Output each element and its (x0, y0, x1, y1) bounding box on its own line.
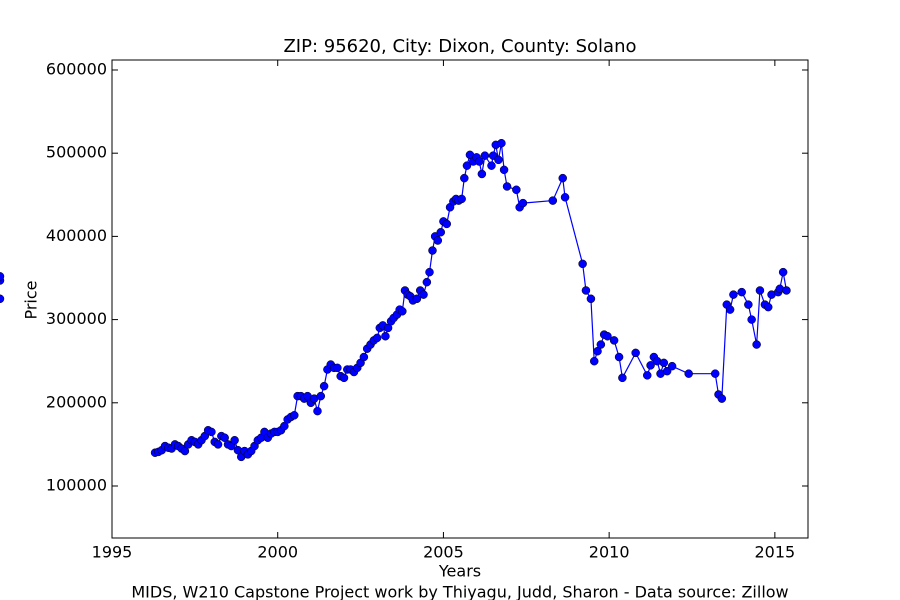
data-point (603, 331, 612, 341)
data-point (614, 352, 624, 362)
data-point (442, 219, 451, 229)
data-point (548, 196, 558, 205)
x-tick-label: 1995 (92, 543, 133, 562)
data-point (518, 198, 528, 208)
data-point (398, 307, 407, 316)
data-point (480, 151, 490, 160)
chart-title: ZIP: 95620, City: Dixon, County: Solano (283, 36, 636, 57)
data-point (512, 185, 521, 195)
data-point (659, 358, 669, 368)
data-point (422, 277, 432, 287)
data-point (372, 333, 382, 343)
data-point (474, 157, 484, 166)
y-axis-label: Price (22, 280, 41, 319)
data-point (381, 331, 390, 341)
x-tick-label: 2000 (257, 543, 298, 562)
data-point (560, 193, 570, 202)
data-point (0, 294, 5, 304)
data-point (499, 165, 509, 175)
data-point (290, 411, 299, 420)
y-tick-label: 500000 (46, 143, 107, 162)
data-point (589, 356, 599, 366)
data-point (433, 236, 443, 245)
data-point (460, 173, 469, 183)
data-point (618, 373, 627, 383)
data-point (581, 286, 591, 295)
data-point (763, 302, 773, 312)
data-point (747, 315, 756, 324)
data-point (684, 369, 693, 378)
data-point (436, 227, 446, 237)
data-point (643, 371, 652, 380)
data-point (333, 363, 342, 373)
data-point (0, 272, 5, 281)
data-point (425, 267, 434, 277)
y-tick-label: 600000 (46, 59, 107, 78)
data-point (428, 246, 437, 255)
data-point (646, 361, 655, 370)
data-point (494, 155, 503, 165)
series-line (154, 143, 788, 459)
data-point (755, 286, 765, 295)
data-point (578, 259, 587, 269)
data-point (778, 267, 788, 277)
data-point (729, 290, 738, 299)
footer: MIDS, W210 Capstone Project work by Thiy… (131, 583, 788, 600)
data-point (316, 391, 326, 401)
data-point (319, 381, 329, 391)
data-point (725, 305, 735, 314)
x-tick-label: 2010 (589, 543, 630, 562)
data-point (710, 369, 720, 378)
data-point (359, 352, 369, 362)
data-point (667, 361, 677, 371)
data-point (477, 169, 487, 179)
y-tick-label: 300000 (46, 309, 107, 328)
x-axis-label: Years (438, 562, 481, 581)
data-point (586, 294, 596, 304)
data-point (207, 427, 216, 437)
data-point (737, 287, 746, 297)
y-tick-label: 200000 (46, 392, 107, 411)
data-point (497, 138, 506, 148)
x-tick-label: 2005 (423, 543, 464, 562)
data-point (462, 161, 472, 170)
data-point (558, 173, 567, 183)
y-tick-label: 400000 (46, 226, 107, 245)
data-point (339, 373, 349, 383)
data-point (502, 182, 512, 191)
y-tick-label: 100000 (46, 475, 107, 494)
data-point (782, 286, 791, 295)
data-point (744, 300, 753, 309)
plot-frame (111, 59, 809, 539)
x-tick-label: 2015 (754, 543, 795, 562)
data-point (717, 394, 727, 403)
data-point (213, 440, 223, 449)
data-point (412, 294, 422, 304)
data-point (457, 194, 466, 204)
data-point (313, 406, 322, 416)
data-point (419, 290, 428, 299)
data-point (752, 340, 761, 349)
data-point (596, 340, 606, 349)
data-point (230, 435, 239, 445)
data-point (487, 161, 496, 170)
data-point (609, 336, 619, 345)
data-point (631, 348, 640, 358)
